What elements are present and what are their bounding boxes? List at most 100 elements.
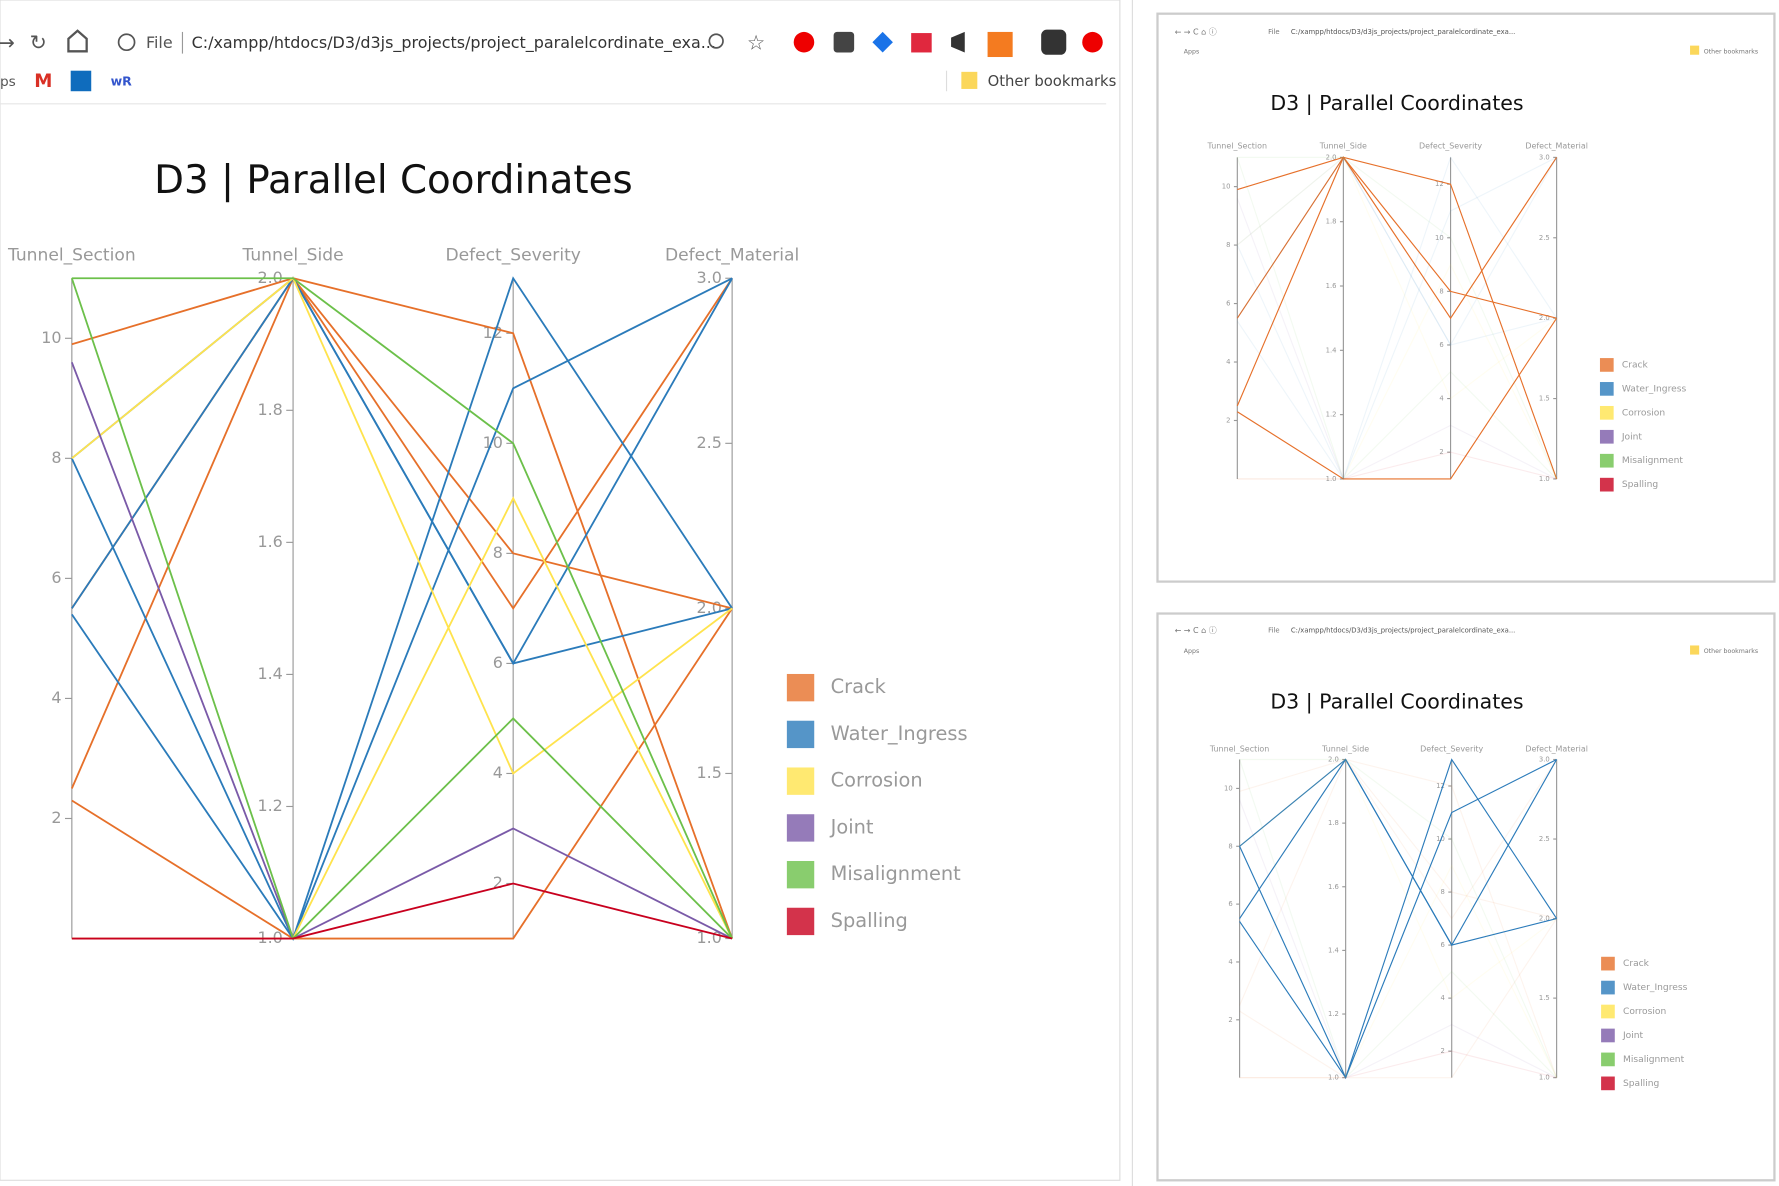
- address-bar[interactable]: C:/xampp/htdocs/D3/d3js_projects/project…: [1291, 28, 1515, 36]
- address-bar[interactable]: C:/xampp/htdocs/D3/d3js_projects/project…: [192, 33, 716, 53]
- data-line: [1236, 156, 1557, 400]
- tick-label: 4: [1439, 395, 1443, 403]
- other-bookmarks[interactable]: Other bookmarks: [1704, 648, 1758, 655]
- parallel-chart: D3 | Parallel Coordinates Tunnel_Section 2…: [1209, 689, 1688, 1091]
- tick-label: 3.0: [696, 268, 721, 287]
- data-line: [1239, 758, 1558, 1080]
- profile-icon[interactable]: [1041, 29, 1067, 55]
- tick-label: 4: [493, 763, 503, 782]
- reload-button[interactable]: ↻: [30, 30, 47, 54]
- legend-swatch: [1599, 358, 1614, 372]
- data-line: [1239, 758, 1557, 946]
- tick-label: 10: [1224, 784, 1233, 792]
- nav-buttons[interactable]: ← → C ⌂ ⓘ: [1175, 626, 1217, 635]
- zoom-icon[interactable]: [708, 33, 724, 49]
- tick-label: 8: [493, 543, 503, 562]
- tick-label: 10: [1435, 234, 1444, 242]
- legend-label: Water_Ingress: [1622, 384, 1687, 394]
- gmail-bookmark[interactable]: M: [34, 71, 52, 92]
- tick-label: 1.5: [696, 763, 721, 782]
- tick-label: 6: [1439, 341, 1443, 349]
- data-line: [1237, 317, 1558, 480]
- legend-swatch: [1599, 453, 1614, 468]
- tick-label: 6: [51, 568, 61, 587]
- extension-icon[interactable]: [911, 33, 932, 53]
- browser-window: [0, 0, 1121, 1181]
- data-line: [1239, 918, 1558, 1079]
- data-line: [70, 361, 733, 940]
- axis-label: Tunnel_Section: [1209, 745, 1270, 754]
- axis-label: Defect_Material: [1525, 141, 1588, 150]
- legend-label: Misalignment: [831, 862, 961, 885]
- data-line: [1239, 758, 1557, 1000]
- axis-label: Defect_Severity: [1420, 745, 1483, 754]
- axis-label: Defect_Severity: [445, 245, 580, 265]
- data-line: [71, 882, 733, 940]
- legend-swatch: [1601, 1076, 1615, 1091]
- data-line: [71, 277, 733, 941]
- extension-icon[interactable]: [987, 31, 1013, 58]
- tick-label: 3.0: [1539, 153, 1550, 161]
- tick-label: 3.0: [1539, 755, 1550, 763]
- legend-label: Joint: [830, 815, 874, 838]
- tick-label: 2.0: [1326, 153, 1337, 161]
- extension-icon[interactable]: [793, 31, 815, 53]
- browser-window: ← → C ⌂ ⓘ File C:/xampp/htdocs/D3/d3js_p…: [1156, 612, 1776, 1182]
- tick-label: 1.5: [1539, 994, 1550, 1002]
- apps-bookmark[interactable]: Apps: [1184, 48, 1200, 55]
- outlook-bookmark[interactable]: [70, 70, 92, 92]
- apps-bookmark[interactable]: ps: [0, 74, 16, 90]
- extension-icon[interactable]: [1082, 31, 1103, 53]
- tick-label: 1.4: [1328, 946, 1339, 954]
- extension-icon[interactable]: [872, 31, 893, 53]
- tick-label: 4: [1441, 994, 1445, 1002]
- file-label: File: [1268, 627, 1279, 635]
- extension-icon[interactable]: [951, 31, 965, 53]
- tick-label: 1.0: [257, 928, 282, 947]
- data-line: [1237, 263, 1558, 480]
- legend-label: Joint: [1621, 432, 1643, 442]
- address-bar[interactable]: C:/xampp/htdocs/D3/d3js_projects/project…: [1291, 627, 1515, 635]
- file-label: File: [1268, 28, 1279, 36]
- data-line: [1237, 451, 1557, 480]
- wr-bookmark[interactable]: wR: [111, 74, 133, 89]
- tick-label: 1.0: [1539, 475, 1550, 483]
- data-line: [1236, 156, 1558, 481]
- window-frame: [1156, 612, 1776, 1182]
- apps-bookmark[interactable]: Apps: [1184, 648, 1200, 655]
- parallel-chart: D3 | Parallel Coordinates Tunnel_Section 2…: [7, 158, 968, 947]
- data-line: [70, 277, 733, 941]
- info-icon[interactable]: [117, 33, 136, 52]
- tick-label: 6: [1226, 300, 1230, 308]
- data-line: [1236, 157, 1558, 481]
- extension-icon[interactable]: [833, 31, 855, 53]
- legend-swatch: [1601, 1052, 1615, 1067]
- data-line: [1236, 198, 1557, 480]
- tick-label: 1.6: [1328, 883, 1339, 891]
- axis-label: Defect_Severity: [1419, 141, 1482, 150]
- bookmark-star[interactable]: ☆: [747, 30, 765, 54]
- tick-label: 6: [1441, 941, 1445, 949]
- file-label: File: [146, 33, 173, 52]
- legend-swatch: [1599, 429, 1614, 444]
- data-line: [1239, 864, 1558, 1079]
- legend-swatch: [1599, 405, 1614, 420]
- legend-label: Crack: [1623, 959, 1650, 969]
- folder-icon: [1690, 645, 1700, 655]
- other-bookmarks[interactable]: Other bookmarks: [988, 73, 1117, 90]
- forward-button[interactable]: →: [0, 30, 15, 54]
- axis-label: Defect_Material: [1525, 745, 1588, 754]
- tick-label: 4: [1226, 358, 1230, 366]
- data-line: [71, 607, 733, 940]
- tick-label: 2: [51, 808, 61, 827]
- nav-buttons[interactable]: ← → C ⌂ ⓘ: [1175, 27, 1217, 36]
- tick-label: 8: [1226, 241, 1230, 249]
- other-bookmarks[interactable]: Other bookmarks: [1704, 48, 1758, 55]
- home-button[interactable]: [67, 29, 88, 53]
- legend-swatch: [1601, 1028, 1615, 1043]
- tick-label: 1.0: [1539, 1074, 1550, 1082]
- tick-label: 6: [1228, 900, 1232, 908]
- tick-label: 8: [1228, 842, 1232, 850]
- legend-swatch: [786, 860, 815, 889]
